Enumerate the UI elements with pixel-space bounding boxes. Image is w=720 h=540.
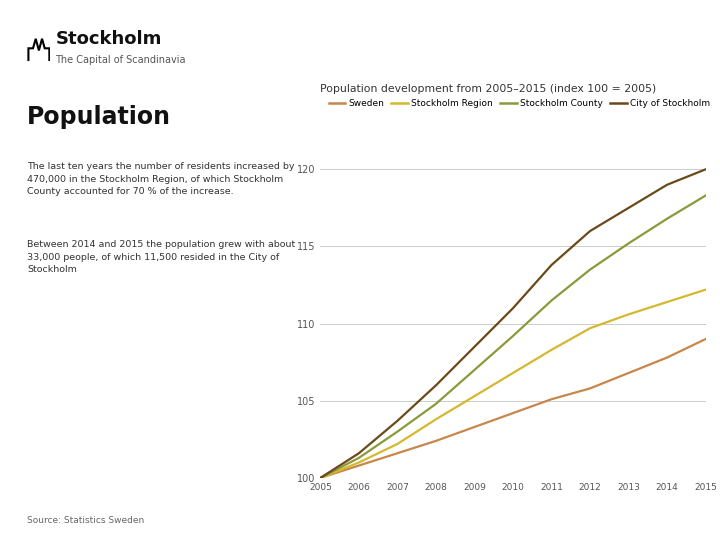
Text: Source: Statistics Sweden: Source: Statistics Sweden <box>27 516 145 525</box>
Text: Population development from 2005–2015 (index 100 = 2005): Population development from 2005–2015 (i… <box>320 84 657 94</box>
Text: The Capital of Scandinavia: The Capital of Scandinavia <box>55 56 186 65</box>
Text: The last ten years the number of residents increased by
470,000 in the Stockholm: The last ten years the number of residen… <box>27 162 295 196</box>
Legend: Sweden, Stockholm Region, Stockholm County, City of Stockholm: Sweden, Stockholm Region, Stockholm Coun… <box>325 95 714 111</box>
Text: Stockholm: Stockholm <box>55 30 162 49</box>
Text: Population: Population <box>27 105 171 129</box>
Text: Between 2014 and 2015 the population grew with about
33,000 people, of which 11,: Between 2014 and 2015 the population gre… <box>27 240 296 274</box>
